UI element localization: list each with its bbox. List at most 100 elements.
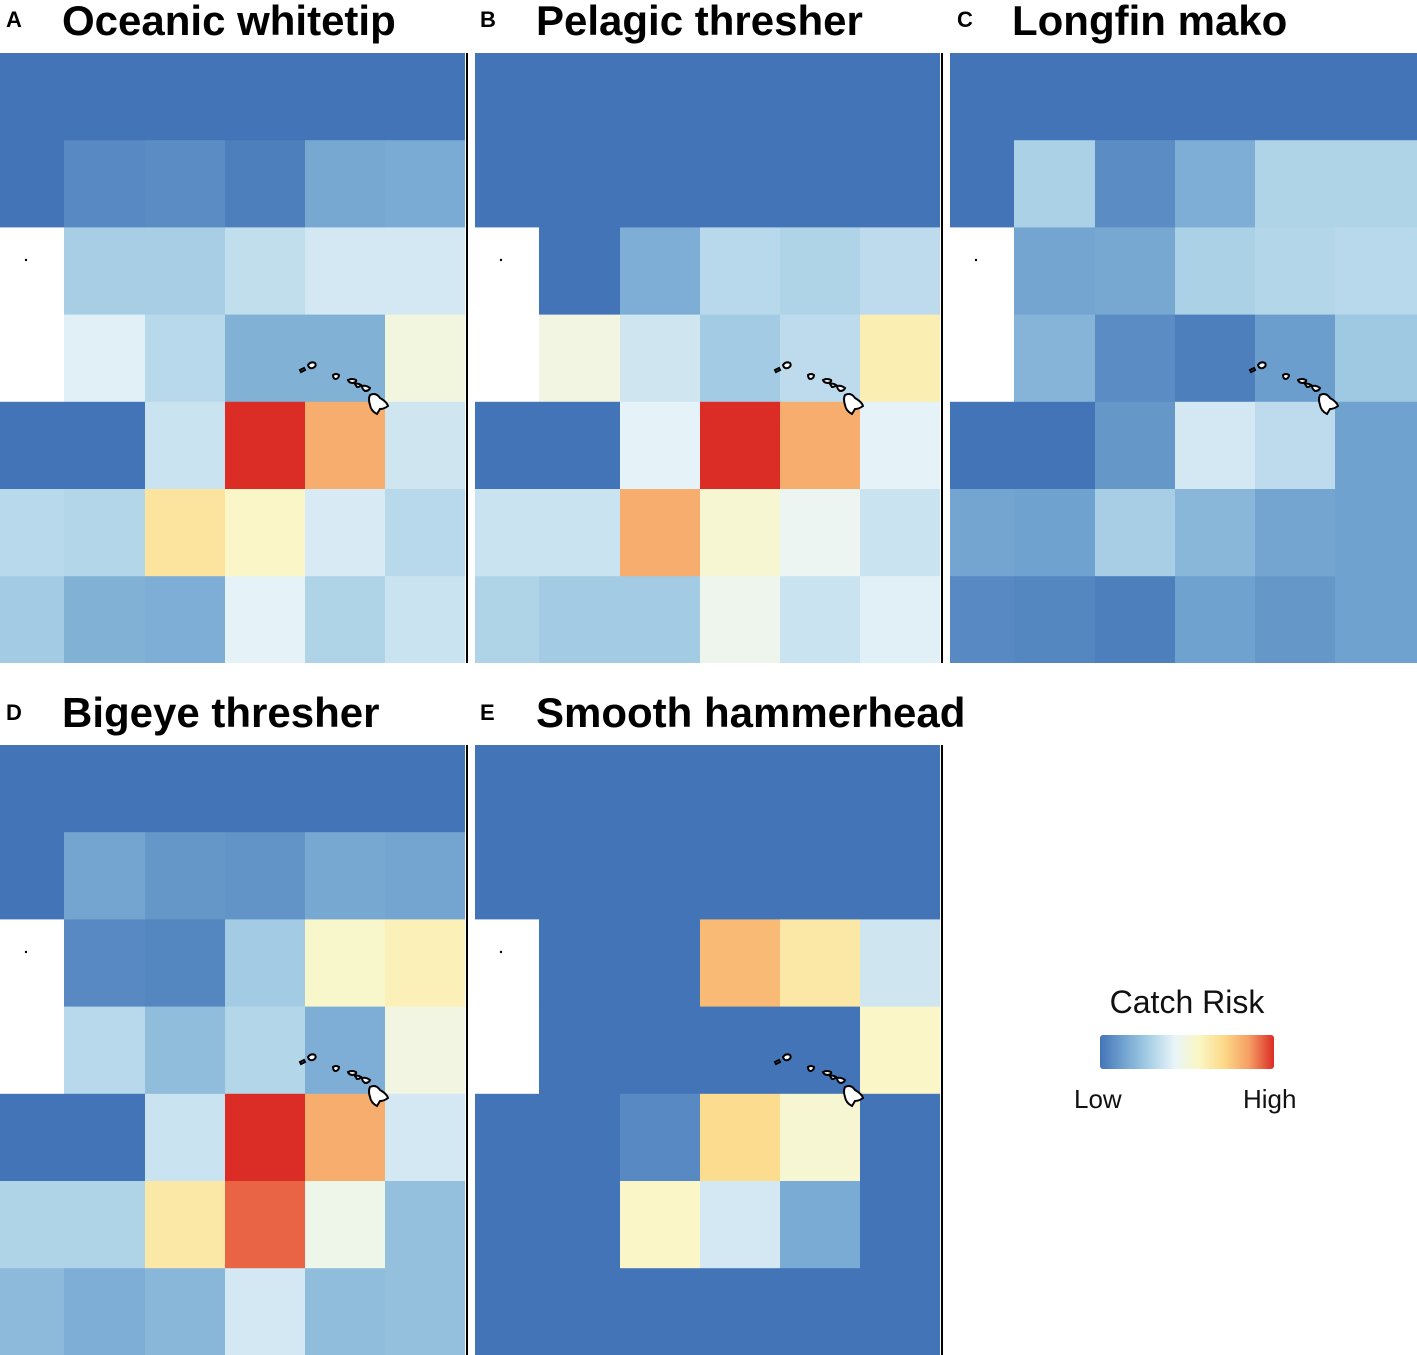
risk-cell — [620, 832, 701, 920]
risk-cell — [385, 1181, 465, 1269]
map-bigeye-thresher — [0, 745, 465, 1355]
risk-cell — [225, 314, 306, 403]
no-data-cell — [950, 227, 1015, 316]
risk-cell — [305, 140, 386, 228]
panel-title: Longfin mako — [1012, 0, 1288, 44]
hawaiian-islands-outline — [773, 361, 865, 416]
risk-cell — [539, 576, 621, 663]
risk-heatmap — [475, 745, 940, 1355]
risk-cell — [539, 1093, 621, 1182]
hawaiian-islands-outline — [773, 1053, 865, 1108]
risk-cell — [539, 745, 621, 833]
risk-cell — [225, 489, 306, 577]
panel-divider — [941, 745, 943, 1355]
risk-cell — [145, 314, 226, 403]
island-shape — [1256, 361, 1267, 370]
risk-cell — [860, 1006, 940, 1095]
no-data-cell — [0, 919, 65, 1008]
risk-cell — [305, 53, 386, 141]
island-shape — [331, 1065, 341, 1073]
risk-cell — [1255, 576, 1336, 663]
risk-cell — [0, 1181, 65, 1269]
risk-cell — [225, 401, 306, 490]
island-shape — [353, 382, 363, 389]
risk-cell — [475, 1181, 540, 1269]
island-shape — [298, 1058, 307, 1066]
risk-cell — [1255, 489, 1336, 577]
island-shape — [346, 1070, 358, 1077]
risk-cell — [1335, 489, 1417, 577]
risk-cell — [145, 832, 226, 920]
risk-cell — [0, 140, 65, 228]
risk-cell — [64, 1268, 146, 1355]
risk-cell — [620, 919, 701, 1008]
risk-cell — [620, 1006, 701, 1095]
island-shape — [1248, 366, 1257, 374]
risk-cell — [780, 576, 861, 663]
island-dot — [974, 258, 978, 262]
risk-cell — [475, 401, 540, 490]
risk-cell — [620, 745, 701, 833]
island-shape — [843, 393, 865, 416]
risk-cell — [860, 227, 940, 316]
risk-cell — [780, 227, 861, 316]
panel-letter: D — [6, 700, 22, 725]
risk-cell — [0, 1093, 65, 1182]
risk-cell — [539, 140, 621, 228]
risk-cell — [385, 832, 465, 920]
risk-cell — [620, 401, 701, 490]
map-pelagic-thresher — [475, 53, 940, 663]
risk-cell — [1255, 314, 1336, 403]
map-smooth-hammerhead — [475, 745, 940, 1355]
risk-cell — [1255, 401, 1336, 490]
risk-cell — [780, 53, 861, 141]
island-shape — [843, 1085, 865, 1108]
risk-cell — [1014, 140, 1096, 228]
risk-cell — [700, 576, 781, 663]
risk-cell — [225, 745, 306, 833]
no-data-cell — [950, 314, 1015, 403]
risk-cell — [950, 53, 1015, 141]
risk-cell — [780, 1268, 861, 1355]
island-shape — [298, 366, 307, 374]
risk-cell — [305, 1093, 386, 1182]
risk-cell — [620, 227, 701, 316]
risk-cell — [305, 227, 386, 316]
island-dot — [24, 950, 28, 954]
island-shape — [828, 382, 838, 389]
island-shape — [835, 384, 847, 393]
risk-heatmap — [950, 53, 1417, 663]
risk-cell — [385, 53, 465, 141]
risk-cell — [700, 1181, 781, 1269]
risk-cell — [385, 140, 465, 228]
risk-cell — [700, 1006, 781, 1095]
risk-cell — [620, 140, 701, 228]
risk-cell — [1335, 576, 1417, 663]
risk-cell — [64, 576, 146, 663]
risk-cell — [385, 1093, 465, 1182]
island-shape — [346, 378, 358, 385]
risk-cell — [305, 919, 386, 1008]
no-data-cell — [0, 1006, 65, 1095]
panel-divider — [466, 745, 468, 1355]
island-shape — [806, 373, 816, 381]
risk-cell — [1014, 53, 1096, 141]
risk-cell — [64, 1181, 146, 1269]
no-data-cell — [475, 919, 540, 1008]
island-shape — [368, 1085, 390, 1108]
risk-cell — [1095, 489, 1176, 577]
risk-cell — [700, 832, 781, 920]
panel-divider — [941, 53, 943, 663]
risk-cell — [700, 1268, 781, 1355]
risk-cell — [475, 1093, 540, 1182]
island-shape — [360, 384, 372, 393]
island-shape — [1296, 378, 1308, 385]
risk-cell — [620, 1181, 701, 1269]
legend-high-label: High — [1243, 1084, 1297, 1114]
risk-cell — [539, 1006, 621, 1095]
risk-cell — [1335, 401, 1417, 490]
risk-cell — [145, 919, 226, 1008]
risk-cell — [860, 401, 940, 490]
hawaiian-islands-outline — [298, 361, 390, 416]
risk-cell — [64, 832, 146, 920]
